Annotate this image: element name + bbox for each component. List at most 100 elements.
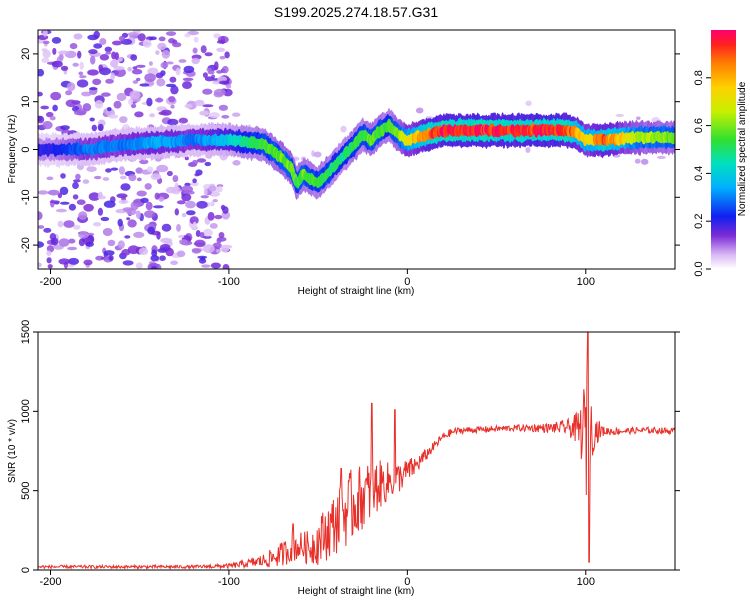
figure-title: S199.2025.274.18.57.G31	[274, 4, 438, 20]
noise-speck	[181, 185, 194, 193]
noise-speck	[202, 104, 214, 108]
noise-speck	[525, 147, 531, 153]
noise-speck	[117, 240, 125, 249]
noise-speck	[74, 110, 86, 116]
noise-speck	[42, 40, 50, 45]
noise-speck	[79, 75, 87, 79]
noise-speck	[210, 262, 221, 269]
noise-speck	[89, 117, 95, 122]
snr-x-tick-label: 100	[577, 576, 595, 588]
noise-speck	[57, 192, 63, 199]
noise-speck	[38, 91, 43, 97]
noise-speck	[147, 81, 154, 86]
colorbar: 0.0 0.2 0.4 0.6 0.8 Normalized spectral ampl…	[693, 30, 748, 277]
noise-speck	[131, 68, 143, 75]
noise-speck	[213, 33, 221, 39]
noise-speck	[135, 77, 141, 82]
noise-speck	[313, 151, 322, 158]
noise-speck	[201, 264, 211, 268]
noise-speck	[221, 114, 230, 119]
noise-speck	[159, 255, 166, 261]
noise-speck	[118, 199, 129, 204]
colorbar-label: Normalized spectral amplitude	[737, 81, 748, 216]
colorbar-tick-label: 0.4	[693, 166, 705, 181]
noise-speck	[47, 264, 53, 269]
noise-speck	[130, 54, 138, 61]
noise-speck	[216, 40, 226, 44]
noise-speck	[85, 241, 94, 247]
spectrogram-y-tick-label: 0	[20, 146, 32, 152]
noise-speck	[93, 43, 103, 49]
noise-speck	[95, 255, 104, 261]
spectrogram-x-tick-label: 0	[404, 276, 410, 288]
noise-speck	[128, 174, 137, 182]
noise-speck	[73, 33, 83, 40]
noise-speck	[100, 216, 110, 222]
noise-speck	[139, 83, 150, 87]
noise-speck	[99, 38, 107, 45]
noise-speck	[178, 117, 188, 124]
noise-speck	[222, 88, 233, 97]
noise-speck	[232, 160, 241, 166]
noise-speck	[78, 71, 84, 76]
noise-speck	[60, 65, 69, 71]
noise-speck	[87, 69, 99, 76]
noise-speck	[415, 107, 424, 114]
noise-speck	[181, 193, 192, 202]
noise-speck	[222, 264, 230, 269]
noise-speck	[194, 101, 205, 107]
noise-speck	[145, 201, 153, 211]
noise-speck	[89, 87, 98, 91]
noise-speck	[118, 166, 125, 175]
noise-speck	[178, 59, 187, 63]
noise-speck	[189, 216, 199, 225]
noise-speck	[73, 179, 81, 183]
noise-speck	[60, 173, 66, 179]
noise-speck	[127, 67, 133, 72]
noise-speck	[99, 54, 110, 61]
noise-speck	[132, 80, 139, 84]
noise-speck	[130, 103, 137, 109]
noise-speck	[68, 257, 80, 265]
noise-speck	[113, 100, 122, 109]
spectrogram-x-tick-label: -100	[218, 276, 240, 288]
noise-speck	[122, 260, 134, 266]
noise-speck	[88, 192, 101, 201]
noise-speck	[101, 92, 111, 97]
noise-speck	[161, 49, 171, 59]
snr-x-label: Height of straight line (km)	[298, 586, 415, 597]
noise-speck	[38, 241, 44, 248]
noise-speck	[81, 91, 92, 97]
noise-speck	[38, 211, 43, 221]
noise-speck	[60, 201, 70, 205]
noise-speck	[147, 226, 155, 235]
noise-speck	[49, 116, 56, 121]
noise-speck	[105, 51, 112, 55]
noise-speck	[202, 72, 208, 78]
spectrogram-y-tick-label: -20	[20, 237, 32, 253]
colorbar-tick-label: 0.2	[693, 214, 705, 229]
noise-speck	[108, 255, 114, 261]
noise-speck	[105, 78, 114, 84]
noise-speck	[615, 113, 625, 117]
noise-speck	[216, 70, 223, 74]
noise-speck	[204, 161, 212, 167]
snr-frame	[37, 331, 676, 571]
noise-speck	[128, 98, 134, 106]
noise-speck	[172, 175, 179, 183]
noise-speck	[217, 185, 223, 193]
noise-speck	[72, 224, 81, 230]
noise-speck	[218, 232, 225, 239]
noise-speck	[113, 66, 125, 71]
noise-speck	[94, 175, 102, 180]
noise-speck	[92, 222, 102, 227]
noise-speck	[174, 208, 179, 216]
noise-speck	[183, 65, 195, 74]
noise-speck	[133, 231, 145, 238]
noise-speck	[200, 195, 209, 199]
noise-speck	[117, 218, 123, 227]
noise-speck	[133, 200, 141, 204]
noise-speck	[76, 199, 86, 205]
noise-speck	[210, 201, 215, 207]
